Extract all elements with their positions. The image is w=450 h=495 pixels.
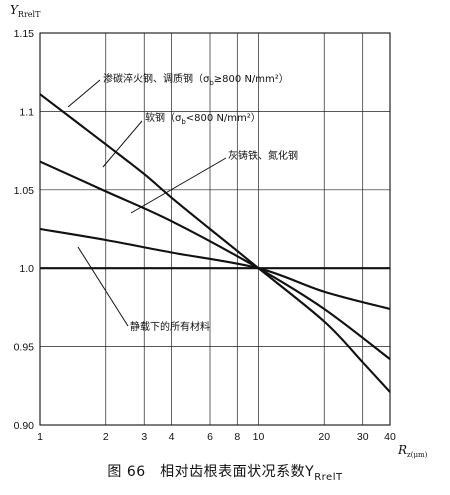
y-tick-label-1: 0.95 bbox=[14, 342, 35, 354]
plot-frame bbox=[39, 32, 391, 426]
annotation-label-0-text: 渗碳淬火钢、调质钢（σ bbox=[103, 72, 210, 85]
annotation-labels: 渗碳淬火钢、调质钢（σb≥800 N/mm²）软钢（σb<800 N/mm²）灰… bbox=[103, 72, 298, 333]
x-axis-title: Rz(μm) bbox=[397, 443, 428, 459]
x-tick-label-8: 8 bbox=[234, 431, 240, 443]
plot-border bbox=[39, 32, 391, 426]
annotation-label-1-text: 软钢（σ bbox=[145, 111, 182, 124]
annotation-label-3: 静载下的所有材料 bbox=[130, 320, 210, 333]
figure-caption-sub: RrelT bbox=[314, 471, 343, 483]
y-tick-label-3: 1.05 bbox=[14, 185, 35, 197]
annotation-label-2: 灰铸铁、氮化钢 bbox=[228, 149, 298, 162]
series-line-2 bbox=[39, 227, 391, 310]
series-group bbox=[39, 93, 391, 393]
annotation-label-1-tail: <800 N/mm²） bbox=[186, 112, 261, 124]
x-tick-label-40: 40 bbox=[384, 431, 396, 443]
annotation-leader-0 bbox=[67, 79, 101, 108]
annotation-leader-1 bbox=[102, 120, 143, 168]
y-tick-label-2: 1.0 bbox=[19, 263, 34, 275]
annotation-label-1-sub: b bbox=[181, 118, 186, 126]
x-tick-label-2: 2 bbox=[103, 431, 109, 443]
annotation-label-0-tail: ≥800 N/mm²） bbox=[214, 73, 289, 85]
x-tick-label-4: 4 bbox=[169, 431, 175, 443]
figure-caption-text: 图 66 相对齿根表面状况系数Y bbox=[107, 464, 315, 480]
x-axis-title-main: R bbox=[397, 443, 407, 457]
chart: 1 2 3 4 6 8 10 20 30 40 0.90 0.95 1.0 1.05 1.1 1.15 渗碳淬… bbox=[10, 3, 428, 459]
x-axis-title-sub: z(μm) bbox=[407, 451, 428, 459]
annotation-leaders bbox=[67, 79, 227, 327]
x-tick-label-10: 10 bbox=[253, 431, 265, 443]
annotation-leader-2 bbox=[130, 157, 227, 214]
annotation-label-0: 渗碳淬火钢、调质钢（σb≥800 N/mm²） bbox=[103, 72, 289, 87]
x-tick-label-20: 20 bbox=[318, 431, 330, 443]
y-axis-title: YRrelT bbox=[10, 3, 41, 19]
x-tick-label-1: 1 bbox=[37, 431, 43, 443]
annotation-label-3-text: 静载下的所有材料 bbox=[130, 320, 210, 333]
x-tick-label-3: 3 bbox=[141, 431, 147, 443]
annotation-label-2-text: 灰铸铁、氮化钢 bbox=[228, 149, 298, 162]
y-tick-label-4: 1.1 bbox=[19, 106, 34, 118]
grid bbox=[40, 33, 390, 425]
annotation-leader-3 bbox=[77, 246, 129, 327]
annotation-label-0-sub: b bbox=[209, 79, 214, 87]
axis-ticks: 1 2 3 4 6 8 10 20 30 40 0.90 0.95 1.0 1.05 1.1 1.15 bbox=[14, 28, 396, 443]
y-tick-label-0: 0.90 bbox=[14, 420, 35, 432]
x-tick-label-6: 6 bbox=[207, 431, 213, 443]
annotation-label-1: 软钢（σb<800 N/mm²） bbox=[145, 111, 261, 126]
x-tick-label-30: 30 bbox=[357, 431, 369, 443]
y-axis-title-sub: RrelT bbox=[18, 10, 41, 19]
figure-caption: 图 66 相对齿根表面状况系数YRrelT bbox=[0, 461, 450, 483]
y-tick-label-5: 1.15 bbox=[14, 28, 35, 40]
series-line-0 bbox=[39, 93, 391, 393]
y-axis-title-main: Y bbox=[10, 3, 19, 17]
series-line-1 bbox=[39, 160, 391, 360]
